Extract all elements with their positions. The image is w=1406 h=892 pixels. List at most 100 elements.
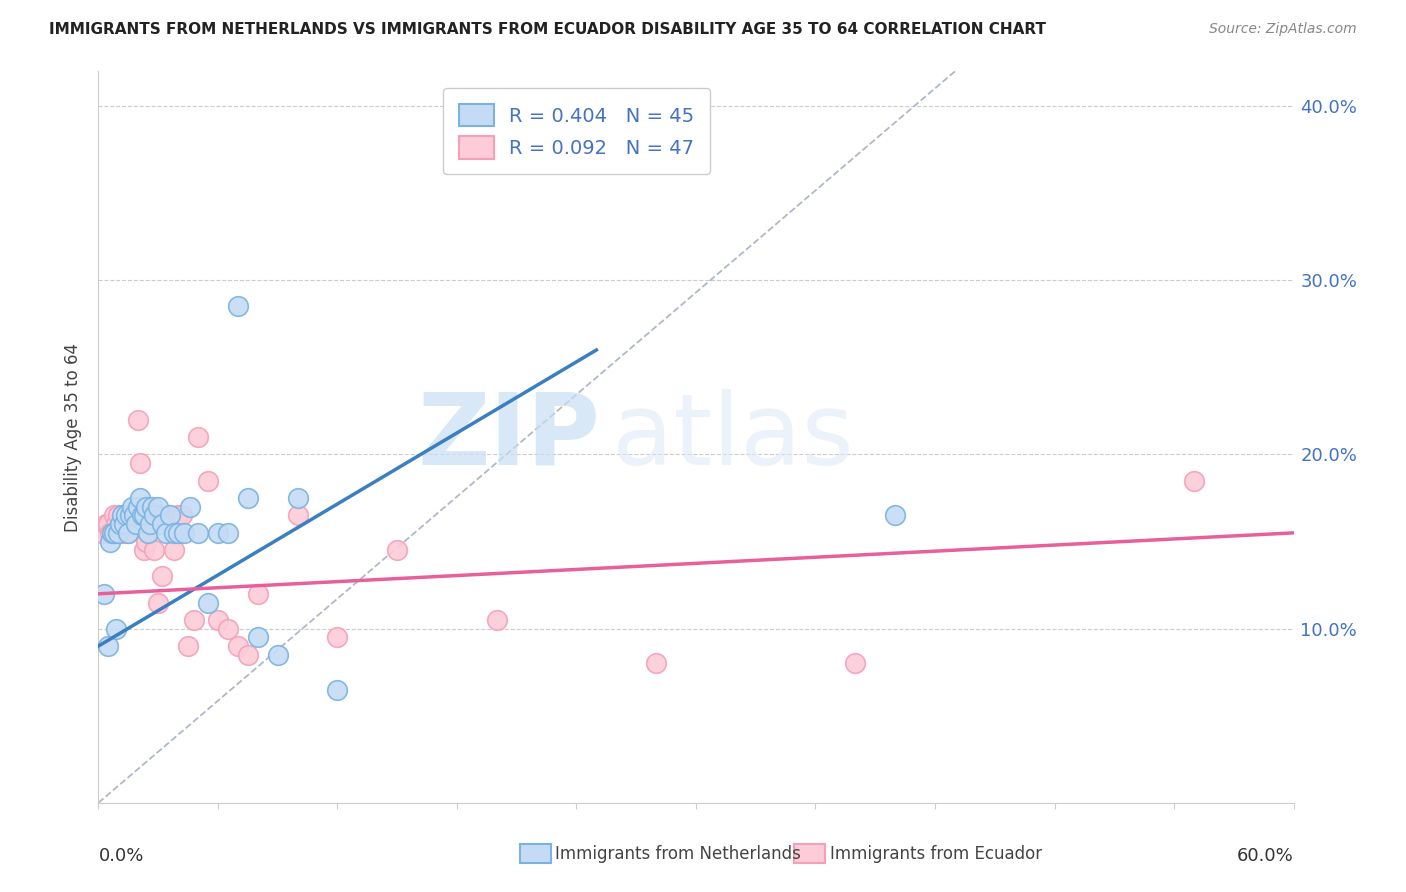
Point [150, 569, 173, 583]
Point [129, 456, 152, 470]
Point [148, 595, 170, 609]
Point [117, 525, 139, 540]
Point [124, 508, 146, 523]
Point [125, 508, 148, 523]
Point [236, 491, 259, 505]
Point [326, 682, 349, 697]
Point [111, 508, 134, 523]
Point [96, 517, 118, 532]
Point [129, 491, 152, 505]
Point [197, 474, 219, 488]
Point [287, 508, 309, 523]
Y-axis label: Disability Age 35 to 64: Disability Age 35 to 64 [65, 343, 83, 532]
Point [131, 508, 153, 523]
Point [121, 508, 143, 523]
Legend: R = 0.404   N = 45, R = 0.092   N = 47: R = 0.404 N = 45, R = 0.092 N = 47 [443, 88, 710, 174]
Point [155, 525, 177, 540]
Text: 0.0%: 0.0% [98, 847, 143, 864]
Point [207, 613, 229, 627]
Point [485, 613, 508, 627]
Point [93, 587, 115, 601]
Point [246, 631, 269, 645]
Point [141, 500, 163, 514]
Point [172, 508, 194, 523]
Point [111, 517, 134, 532]
Point [267, 648, 290, 662]
Text: Immigrants from Ecuador: Immigrants from Ecuador [830, 845, 1042, 863]
Point [112, 525, 135, 540]
Point [226, 639, 249, 653]
Point [124, 508, 146, 523]
Point [135, 534, 157, 549]
Point [179, 500, 201, 514]
Point [98, 534, 122, 549]
Point [163, 525, 186, 540]
Point [135, 500, 157, 514]
Point [134, 543, 156, 558]
Point [136, 508, 159, 523]
Point [97, 639, 120, 653]
Point [127, 412, 149, 426]
Point [167, 525, 190, 540]
Point [177, 639, 200, 653]
Point [98, 525, 122, 540]
Point [131, 508, 153, 523]
Point [187, 525, 209, 540]
Point [246, 587, 269, 601]
Point [645, 657, 668, 671]
Point [844, 657, 866, 671]
Point [665, 134, 688, 148]
Point [167, 508, 190, 523]
Point [120, 508, 142, 523]
Text: ZIP: ZIP [418, 389, 600, 485]
Point [159, 508, 181, 523]
Point [105, 622, 128, 636]
Point [107, 508, 129, 523]
Point [173, 525, 195, 540]
Point [148, 500, 170, 514]
Point [101, 525, 124, 540]
Text: Immigrants from Netherlands: Immigrants from Netherlands [555, 845, 801, 863]
Point [139, 508, 162, 523]
Point [110, 517, 132, 532]
Point [120, 508, 142, 523]
Point [150, 517, 173, 532]
Point [143, 543, 166, 558]
Point [121, 500, 143, 514]
Point [112, 517, 135, 532]
Point [139, 517, 162, 532]
Point [101, 525, 124, 540]
Point [115, 508, 138, 523]
Point [183, 613, 205, 627]
Text: Source: ZipAtlas.com: Source: ZipAtlas.com [1209, 22, 1357, 37]
Point [326, 631, 349, 645]
Point [226, 300, 249, 314]
Point [1182, 474, 1205, 488]
Point [105, 517, 128, 532]
Point [97, 517, 120, 532]
Point [117, 525, 139, 540]
Text: IMMIGRANTS FROM NETHERLANDS VS IMMIGRANTS FROM ECUADOR DISABILITY AGE 35 TO 64 C: IMMIGRANTS FROM NETHERLANDS VS IMMIGRANT… [49, 22, 1046, 37]
Text: atlas: atlas [613, 389, 853, 485]
Point [385, 543, 409, 558]
Text: 60.0%: 60.0% [1237, 847, 1294, 864]
Point [134, 508, 156, 523]
Point [136, 525, 159, 540]
Point [287, 491, 309, 505]
Point [187, 430, 209, 444]
Point [163, 543, 186, 558]
Point [115, 508, 138, 523]
Point [110, 525, 132, 540]
Point [107, 525, 129, 540]
Point [884, 508, 907, 523]
Point [217, 525, 239, 540]
Point [103, 525, 125, 540]
Point [217, 622, 239, 636]
Point [197, 595, 219, 609]
Point [127, 500, 149, 514]
Point [103, 508, 125, 523]
Point [91, 525, 114, 540]
Point [143, 508, 166, 523]
Point [125, 517, 148, 532]
Point [207, 525, 229, 540]
